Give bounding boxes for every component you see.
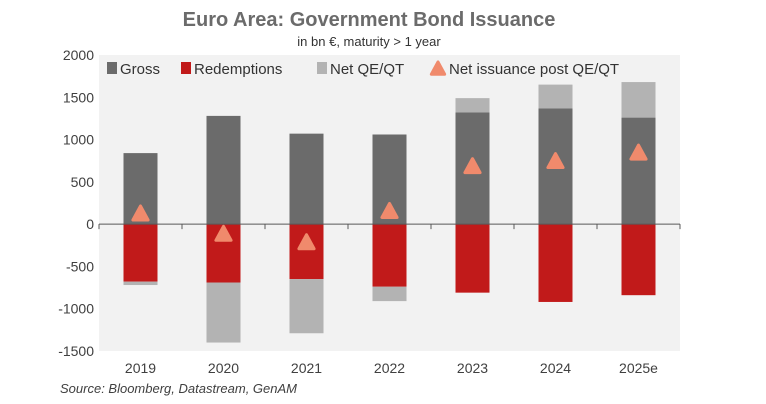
marker-net-issuance (546, 152, 565, 170)
chart-subtitle: in bn €, maturity > 1 year (297, 34, 441, 49)
bar-gross (621, 117, 656, 225)
chart-title: Euro Area: Government Bond Issuance (183, 9, 556, 31)
source-note: Source: Bloomberg, Datastream, GenAM (60, 381, 297, 396)
marker-net-issuance (214, 224, 233, 242)
y-axis: 2000 1500 1000 500 0 -500 -1000 -1500 (58, 47, 94, 359)
marker-net-issuance (629, 143, 648, 161)
legend-label: Net issuance post QE/QT (449, 61, 619, 78)
bar-net-qe-qt (206, 282, 241, 343)
y-tick-label: 1000 (63, 132, 94, 148)
bar-net-qe-qt (372, 286, 407, 302)
bar-redemptions (289, 224, 324, 280)
bars-layer (98, 82, 681, 343)
legend-label: Net QE/QT (330, 61, 404, 78)
y-tick-label: -500 (66, 258, 94, 274)
bar-redemptions (372, 224, 407, 287)
y-tick-label: 0 (86, 216, 94, 232)
y-tick-label: -1500 (58, 343, 94, 359)
bar-net-qe-qt (621, 82, 656, 118)
x-tick-label: 2021 (291, 360, 322, 376)
x-axis: 2019 2020 2021 2022 2023 2024 2025e (125, 360, 658, 376)
bar-redemptions (538, 224, 573, 302)
bar-redemptions (455, 224, 490, 293)
x-tick-label: 2020 (208, 360, 239, 376)
x-tick-label: 2024 (540, 360, 571, 376)
marker-net-issuance (131, 204, 150, 222)
legend-swatch (317, 62, 327, 74)
bar-redemptions (621, 224, 656, 296)
legend-swatch (181, 62, 191, 74)
marker-net-issuance (297, 233, 316, 251)
y-tick-label: 1500 (63, 89, 94, 105)
markers-layer (131, 143, 648, 251)
y-tick-label: 2000 (63, 47, 94, 63)
bar-net-qe-qt (455, 98, 490, 113)
legend-swatch (429, 60, 447, 76)
bar-net-qe-qt (289, 279, 324, 334)
bar-gross (289, 133, 324, 225)
x-tick-label: 2025e (619, 360, 658, 376)
x-tick-label: 2019 (125, 360, 156, 376)
marker-net-issuance (380, 201, 399, 219)
marker-net-issuance (463, 157, 482, 175)
bar-net-qe-qt (538, 84, 573, 109)
bar-gross (206, 115, 241, 225)
y-tick-label: -1000 (58, 301, 94, 317)
legend-label: Redemptions (194, 61, 282, 78)
y-tick-label: 500 (71, 174, 95, 190)
legend-label: Gross (120, 61, 160, 78)
legend: Gross Redemptions Net QE/QT Net issuance po… (107, 60, 619, 78)
bar-net-qe-qt (123, 281, 158, 286)
x-tick-label: 2022 (374, 360, 405, 376)
bar-redemptions (123, 224, 158, 282)
legend-swatch (107, 62, 117, 74)
x-tick-label: 2023 (457, 360, 488, 376)
